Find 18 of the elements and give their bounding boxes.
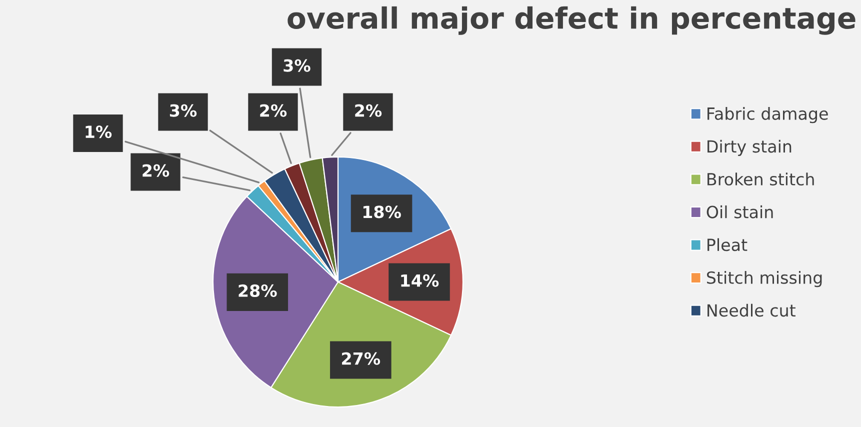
legend-label: Oil stain (706, 205, 773, 218)
data-label: 14% (401, 274, 439, 287)
legend-label: Fabric damage (708, 107, 828, 124)
data-label: 28% (238, 284, 277, 298)
data-label: 2% (142, 164, 170, 177)
data-label: 3% (170, 104, 197, 117)
data-label: 1% (86, 125, 112, 138)
data-label: 18% (363, 206, 401, 218)
legend-label: Broken stitch (708, 172, 814, 186)
legend-label: Pleat (708, 238, 748, 252)
legend-label: Stitch missing (706, 271, 822, 288)
data-label: 2% (260, 104, 287, 117)
chart-title: overall major defect in percentage (288, 6, 856, 35)
legend-label: Dirty stain (708, 140, 792, 156)
data-label: 27% (342, 352, 380, 365)
data-label: 3% (284, 59, 310, 72)
legend-label: Needle cut (708, 304, 796, 317)
data-label: 2% (355, 104, 382, 117)
